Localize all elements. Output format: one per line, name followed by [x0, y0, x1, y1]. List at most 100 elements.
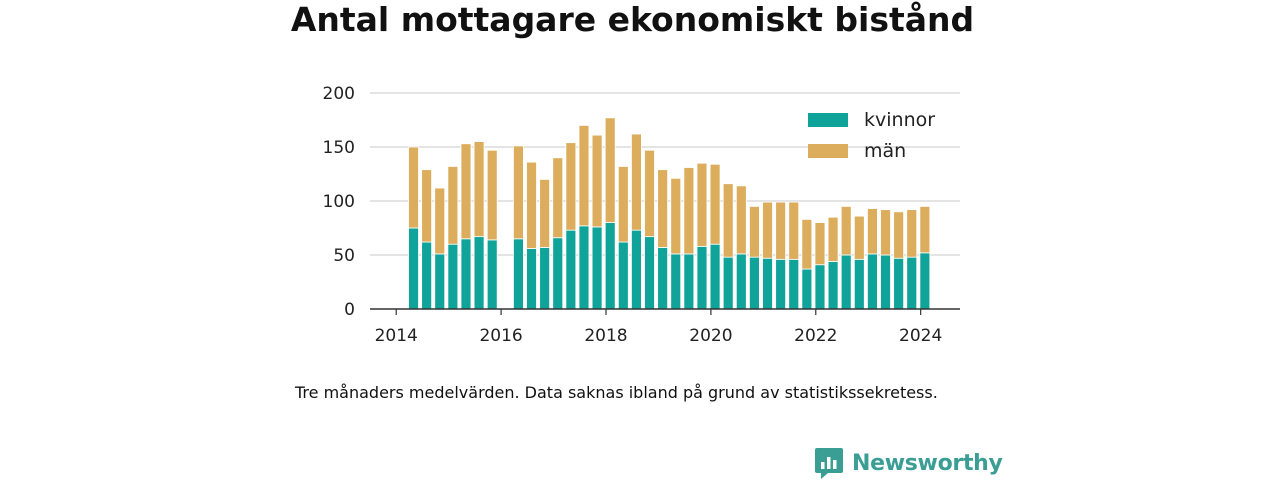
- bar-män: [526, 161, 537, 249]
- bar-män: [814, 222, 826, 266]
- bar-kvinnor: [434, 253, 446, 310]
- bar-kvinnor: [657, 247, 669, 310]
- bar-kvinnor: [840, 254, 852, 310]
- bar-kvinnor: [880, 254, 891, 310]
- bar-män: [604, 117, 616, 223]
- bar-män: [631, 133, 642, 231]
- bar-män: [735, 185, 747, 255]
- bar-män: [683, 167, 695, 255]
- x-axis-labels: 2014 2016 2018 2020 2022 2024: [375, 326, 943, 346]
- bar-män: [775, 201, 787, 260]
- bar-kvinnor: [827, 261, 839, 310]
- bar-kvinnor: [473, 236, 485, 310]
- bar-kvinnor: [853, 258, 865, 310]
- y-axis-labels: 0 50 100 150 200: [323, 84, 355, 320]
- bar-kvinnor: [814, 264, 826, 310]
- bar-män: [788, 201, 800, 260]
- bar-kvinnor: [893, 257, 905, 310]
- y-tick-label: 0: [344, 300, 355, 320]
- bar-män: [906, 209, 918, 258]
- bar-kvinnor: [788, 258, 800, 310]
- bar-kvinnor: [644, 236, 655, 310]
- y-tick-label: 100: [323, 192, 355, 212]
- bar-kvinnor: [486, 239, 498, 310]
- x-tick-label: 2020: [689, 326, 732, 346]
- bar-män: [893, 211, 905, 259]
- brand-name: Newsworthy: [852, 450, 1003, 476]
- bar-män: [539, 178, 551, 248]
- bar-kvinnor: [670, 253, 682, 310]
- x-tick-label: 2016: [479, 326, 522, 346]
- bar-kvinnor: [617, 241, 629, 310]
- bar-kvinnor: [762, 257, 773, 310]
- chart-title: Antal mottagare ekonomiskt bistånd: [290, 0, 975, 39]
- bars: [408, 117, 931, 310]
- bar-män: [486, 149, 498, 241]
- bar-kvinnor: [709, 243, 721, 310]
- legend: kvinnor män: [808, 109, 935, 162]
- bar-män: [867, 208, 878, 255]
- bar-kvinnor: [696, 245, 708, 310]
- bar-kvinnor: [447, 243, 459, 310]
- bar-män: [591, 134, 603, 228]
- bar-män: [722, 183, 734, 258]
- bar-kvinnor: [552, 237, 564, 310]
- bar-kvinnor: [683, 253, 695, 310]
- bar-kvinnor: [906, 256, 918, 310]
- bar-män: [644, 149, 655, 238]
- x-tick-label: 2014: [375, 326, 418, 346]
- bar-män: [657, 169, 669, 248]
- x-tick-label: 2022: [794, 326, 837, 346]
- bar-män: [434, 187, 446, 255]
- bar-män: [473, 141, 485, 238]
- bar-kvinnor: [565, 229, 577, 310]
- bar-män: [447, 166, 459, 245]
- bar-män: [749, 205, 760, 258]
- y-tick-label: 150: [323, 138, 355, 158]
- legend-label-män: män: [864, 140, 906, 162]
- legend-label-kvinnor: kvinnor: [864, 109, 935, 131]
- bar-män: [762, 201, 773, 259]
- bar-män: [827, 216, 839, 262]
- x-tick-label: 2024: [899, 326, 942, 346]
- x-tick-label: 2018: [584, 326, 627, 346]
- bar-män: [670, 177, 682, 255]
- bar-män: [801, 218, 813, 270]
- bar-kvinnor: [539, 247, 551, 310]
- bar-kvinnor: [749, 256, 760, 310]
- bar-män: [840, 205, 852, 256]
- bar-kvinnor: [735, 253, 747, 310]
- bar-kvinnor: [919, 252, 931, 310]
- legend-swatch-män: [808, 144, 848, 158]
- bar-kvinnor: [801, 268, 813, 310]
- bar-kvinnor: [460, 238, 472, 310]
- bar-kvinnor: [775, 258, 787, 310]
- legend-swatch-kvinnor: [808, 113, 848, 127]
- bar-kvinnor: [421, 241, 433, 310]
- bar-män: [919, 205, 931, 254]
- bar-kvinnor: [604, 222, 616, 310]
- stacked-bar-chart: 0 50 100 150 200 2014 2016 2018 2020 2022 2024 kv…: [323, 84, 960, 346]
- bar-män: [853, 215, 865, 260]
- bar-kvinnor: [867, 253, 878, 310]
- bar-män: [460, 143, 472, 240]
- bar-män: [880, 209, 891, 256]
- bar-kvinnor: [578, 225, 590, 310]
- footnote: Tre månaders medelvärden. Data saknas ib…: [295, 383, 938, 402]
- y-tick-label: 200: [323, 84, 355, 104]
- bar-kvinnor: [513, 238, 524, 310]
- bar-kvinnor: [722, 256, 734, 310]
- chart-bubble-icon: [815, 448, 843, 479]
- bar-kvinnor: [591, 226, 603, 310]
- y-tick-label: 50: [333, 246, 355, 266]
- bar-män: [421, 169, 433, 243]
- bar-män: [696, 162, 708, 247]
- bar-kvinnor: [526, 248, 537, 310]
- bar-kvinnor: [408, 227, 419, 310]
- bar-män: [408, 146, 419, 229]
- bar-kvinnor: [631, 229, 642, 310]
- bar-män: [578, 125, 590, 227]
- bar-män: [709, 163, 721, 245]
- bar-män: [565, 142, 577, 231]
- brand-logo[interactable]: Newsworthy: [814, 446, 1003, 480]
